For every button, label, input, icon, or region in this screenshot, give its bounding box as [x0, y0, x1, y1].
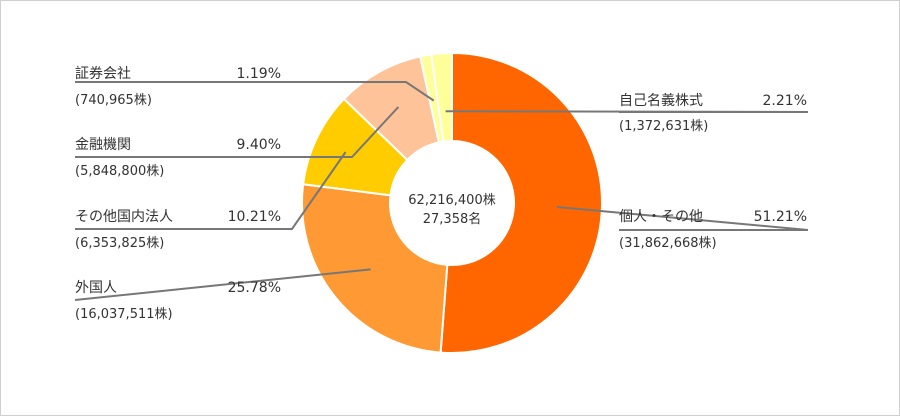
label-domestic-corp-shares: (6,353,825株): [75, 236, 164, 251]
label-treasury-shares: (1,372,631株): [619, 119, 708, 134]
label-securities-name: 証券会社: [75, 66, 131, 82]
center-total-shares: 62,216,400株: [408, 193, 495, 208]
label-foreign-name: 外国人: [75, 280, 117, 296]
label-individual-shares: (31,862,668株): [619, 236, 717, 251]
label-financial-percent: 9.40%: [237, 137, 281, 153]
label-foreign-shares: (16,037,511株): [75, 307, 173, 322]
label-financial-shares: (5,848,800株): [75, 164, 164, 179]
label-individual-percent: 51.21%: [754, 209, 807, 225]
leader-foreign: [74, 268, 371, 301]
label-domestic-corp-percent: 10.21%: [228, 209, 281, 225]
label-domestic-corp-name: その他国内法人: [75, 209, 173, 225]
label-treasury-name: 自己名義株式: [619, 92, 703, 109]
leader-financial: [75, 106, 400, 158]
label-treasury-percent: 2.21%: [763, 93, 807, 109]
leader-securities: [75, 81, 435, 102]
label-financial-name: 金融機関: [75, 137, 131, 153]
label-securities-shares: (740,965株): [75, 93, 152, 108]
label-securities-percent: 1.19%: [237, 66, 281, 82]
slice-individual: [439, 51, 603, 354]
leader-domestic-corp: [75, 151, 347, 230]
center-shareholders: 27,358名: [423, 211, 482, 227]
slice-foreign: [301, 183, 449, 354]
slice-treasury: [430, 51, 453, 143]
label-individual-name: 個人・その他: [619, 209, 703, 225]
leader-individual: [556, 205, 809, 231]
label-foreign-percent: 25.78%: [228, 280, 281, 296]
leader-lines: [74, 81, 809, 301]
